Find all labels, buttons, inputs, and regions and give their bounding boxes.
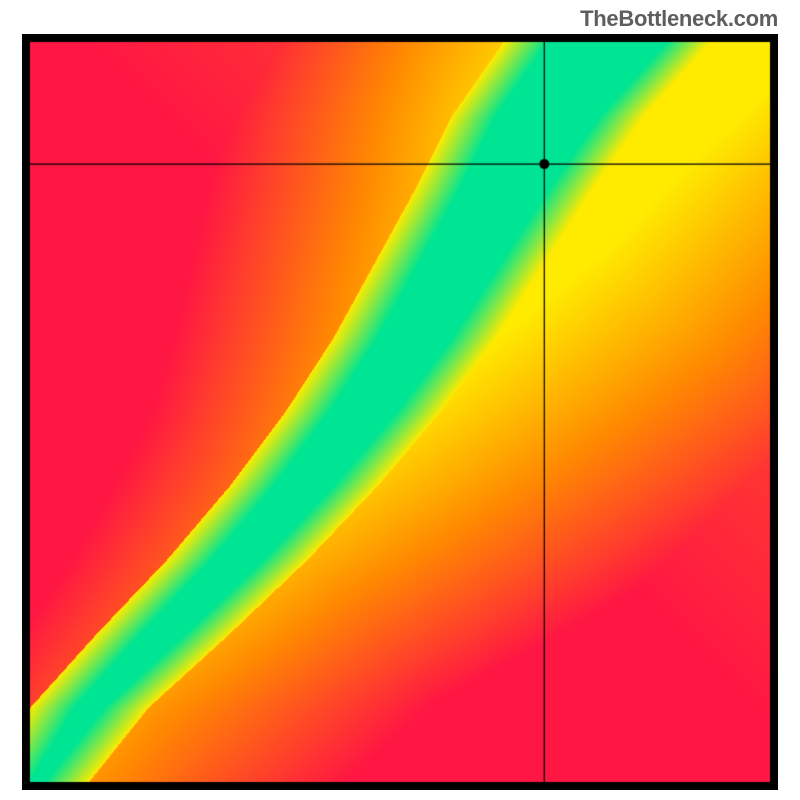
chart-container: TheBottleneck.com — [0, 0, 800, 800]
watermark-text: TheBottleneck.com — [580, 6, 778, 32]
heatmap-canvas — [22, 34, 778, 790]
plot-frame — [22, 34, 778, 790]
